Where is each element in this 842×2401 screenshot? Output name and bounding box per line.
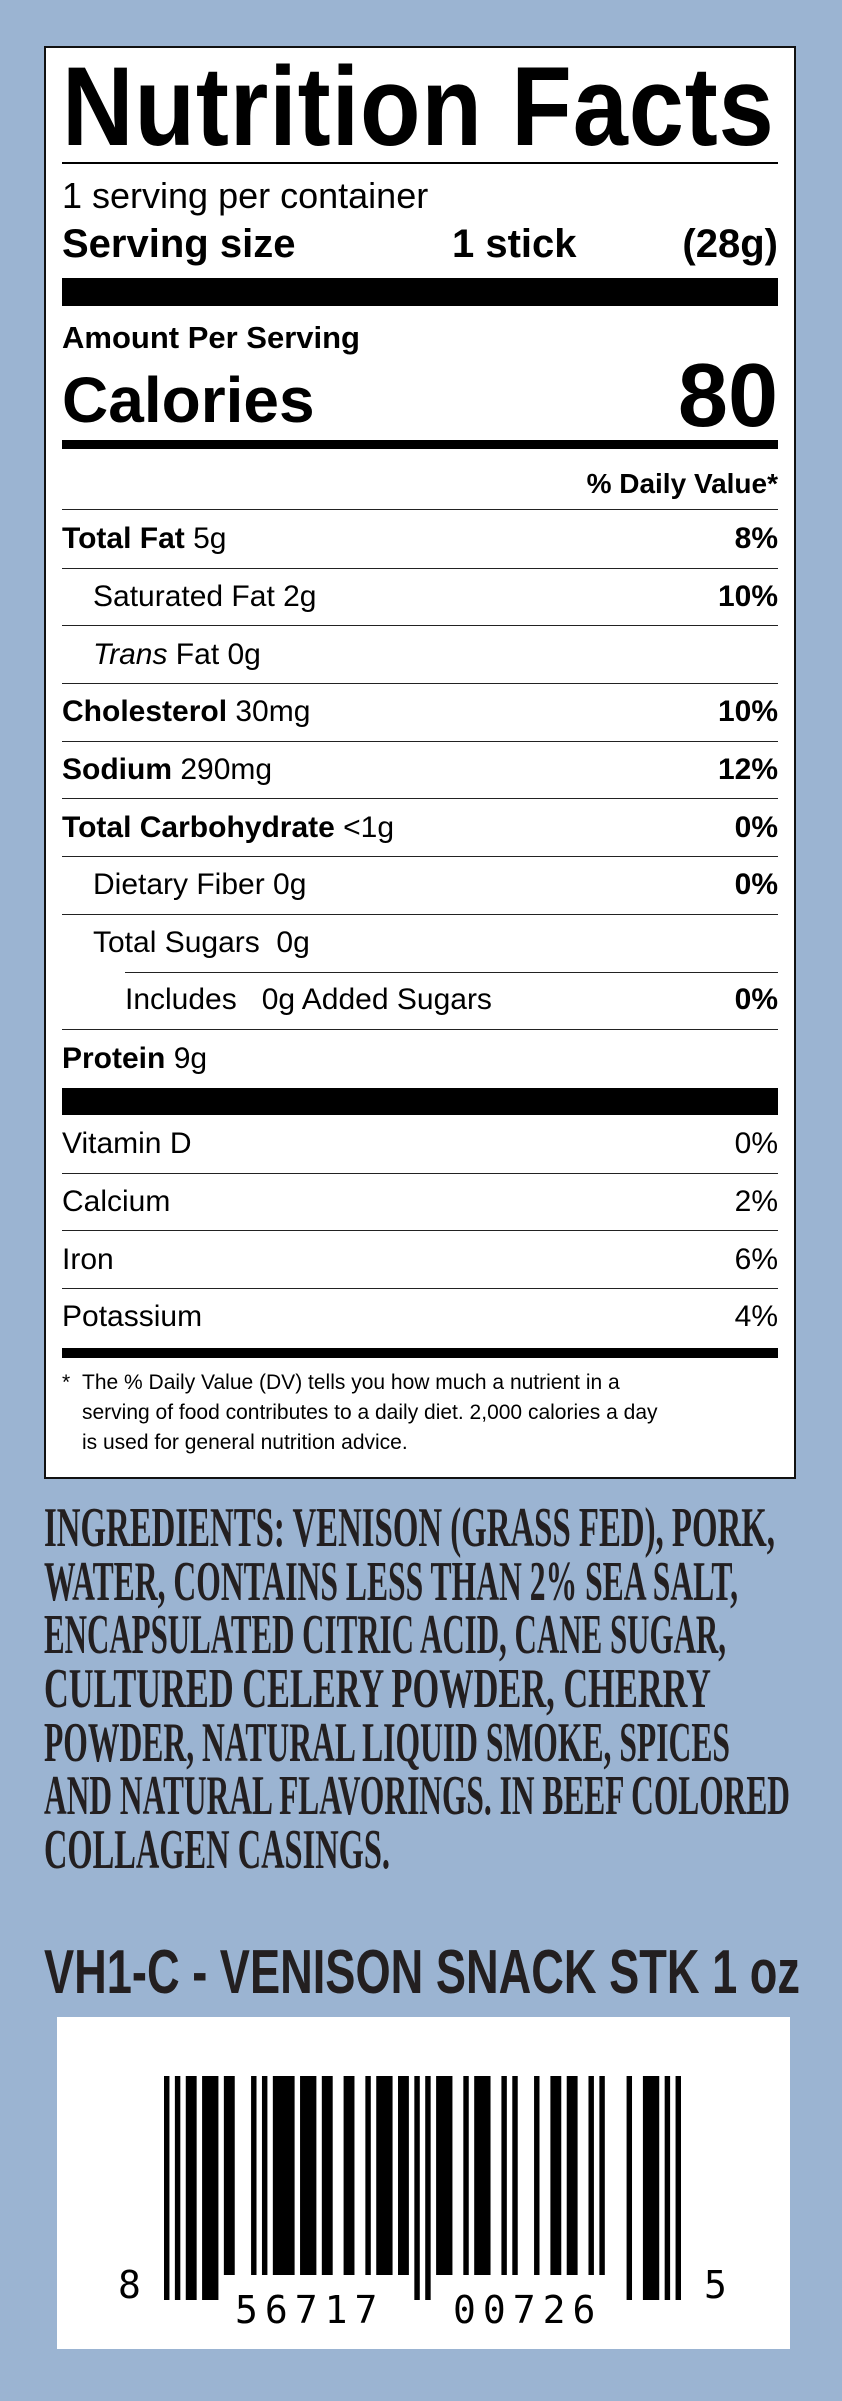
thick-divider — [62, 278, 778, 306]
barcode-guard-bar — [425, 2076, 431, 2300]
nutrient-row-trans-fat: Trans Fat 0g — [62, 625, 778, 683]
serving-size: Serving size 1 stick (28g) — [62, 220, 778, 268]
nutrient-row-sodium: Sodium 290mg 12% — [62, 740, 778, 799]
barcode-bar — [550, 2076, 562, 2275]
barcode-bar — [588, 2076, 594, 2275]
nutrient-row-saturated-fat: Saturated Fat 2g 10% — [62, 567, 778, 626]
ingredients-line: CULTURED CELERY POWDER, CHERRY — [44, 1658, 711, 1720]
calories-row: Calories 80 — [62, 346, 778, 446]
ingredients-line: ENCAPSULATED CITRIC ACID, CANE SUGAR, — [44, 1604, 726, 1666]
ingredients-statement: INGREDIENTS: VENISON (GRASS FED), PORK, … — [44, 1497, 790, 1881]
nutrition-facts-title: Nutrition Facts — [62, 44, 775, 169]
barcode-bar — [300, 2076, 317, 2275]
daily-value-header: % Daily Value* — [586, 468, 778, 499]
ingredients-line: POWDER, NATURAL LIQUID SMOKE, SPICES — [44, 1712, 730, 1774]
ingredients-line: AND NATURAL FLAVORINGS. IN BEEF COLORED — [44, 1765, 790, 1827]
calories-label: Calories — [62, 364, 315, 436]
medium-divider — [62, 1348, 778, 1358]
product-title-text: VH1-C - VENISON SNACK STK 1 oz — [44, 1938, 800, 2007]
nutrient-row-total-fat: Total Fat 5g 8% — [62, 521, 778, 555]
nutrient-row-total-sugars: Total Sugars 0g — [62, 913, 778, 972]
vitamin-row-calcium: Calcium 2% — [62, 1172, 778, 1231]
nutrient-row-total-carbohydrate: Total Carbohydrate <1g 0% — [62, 798, 778, 856]
barcode-guard-bar — [675, 2076, 681, 2300]
calories-value: 80 — [677, 346, 778, 446]
barcode-right-group: 00726 — [453, 2288, 603, 2332]
barcode-bar — [474, 2076, 491, 2275]
nutrient-list: Total Fat 5g 8% Saturated Fat 2g 10% Trans… — [62, 509, 778, 1087]
barcode-number-system-digit: 8 — [118, 2263, 141, 2307]
barcode-check-digit: 5 — [704, 2263, 727, 2307]
barcode-bar — [261, 2076, 268, 2275]
barcode-guard-bar — [414, 2076, 420, 2300]
serving-size-label: Serving size — [62, 222, 296, 266]
thick-divider — [62, 1088, 778, 1115]
serving-size-amount: 1 stick — [452, 222, 577, 266]
nutrient-row-cholesterol: Cholesterol 30mg 10% — [62, 683, 778, 741]
barcode-guard-bar — [626, 2076, 633, 2300]
barcode-bar — [436, 2076, 453, 2275]
barcode-bar — [463, 2076, 469, 2275]
product-title: VH1-C - VENISON SNACK STK 1 oz — [44, 1938, 800, 2007]
barcode-guard-bar — [185, 2076, 197, 2300]
barcode-guard-bar — [642, 2076, 660, 2300]
servings-per-container: 1 serving per container — [62, 175, 429, 216]
barcode-guard-bar — [164, 2076, 170, 2300]
barcode-bar — [223, 2076, 235, 2275]
nutrient-row-added-sugars: Includes 0g Added Sugars 0% — [62, 971, 778, 1030]
barcode-bars — [164, 2076, 681, 2300]
vitamin-list: Vitamin D 0% Calcium 2% Iron 6% Potassium 4% — [62, 1115, 778, 1346]
barcode-guard-bar — [664, 2076, 671, 2300]
barcode-bar — [534, 2076, 540, 2275]
barcode-guard-bar — [174, 2076, 181, 2300]
nutrient-row-protein: Protein 9g — [62, 1029, 778, 1087]
barcode-bar — [398, 2076, 409, 2275]
serving-size-grams: (28g) — [682, 222, 778, 266]
barcode-bar — [272, 2076, 295, 2275]
daily-value-footnote: * The % Daily Value (DV) tells you how mu… — [62, 1371, 658, 1454]
ingredients-line: INGREDIENTS: VENISON (GRASS FED), PORK, — [44, 1497, 775, 1559]
ingredients-line: WATER, CONTAINS LESS THAN 2% SEA SALT, — [44, 1551, 738, 1613]
barcode-bar — [376, 2076, 393, 2275]
medium-divider — [62, 440, 778, 449]
barcode-bar — [343, 2076, 355, 2275]
nutrient-row-dietary-fiber: Dietary Fiber 0g 0% — [62, 856, 778, 914]
vitamin-row-potassium: Potassium 4% — [62, 1288, 778, 1346]
barcode-bar — [321, 2076, 333, 2275]
vitamin-row-vitamin-d: Vitamin D 0% — [62, 1126, 778, 1160]
barcode-bar — [512, 2076, 518, 2275]
barcode: 8 56717 00726 5 — [57, 2017, 790, 2349]
barcode-bar — [365, 2076, 371, 2275]
divider — [62, 162, 778, 164]
barcode-bar — [501, 2076, 507, 2275]
vitamin-row-iron: Iron 6% — [62, 1230, 778, 1288]
barcode-left-group: 56717 — [235, 2288, 385, 2332]
amount-per-serving: Amount Per Serving — [62, 320, 360, 355]
barcode-bar — [599, 2076, 605, 2275]
ingredients-line: COLLAGEN CASINGS. — [44, 1819, 390, 1881]
barcode-bar — [251, 2076, 257, 2275]
barcode-guard-bar — [202, 2076, 219, 2300]
barcode-bar — [566, 2076, 578, 2275]
